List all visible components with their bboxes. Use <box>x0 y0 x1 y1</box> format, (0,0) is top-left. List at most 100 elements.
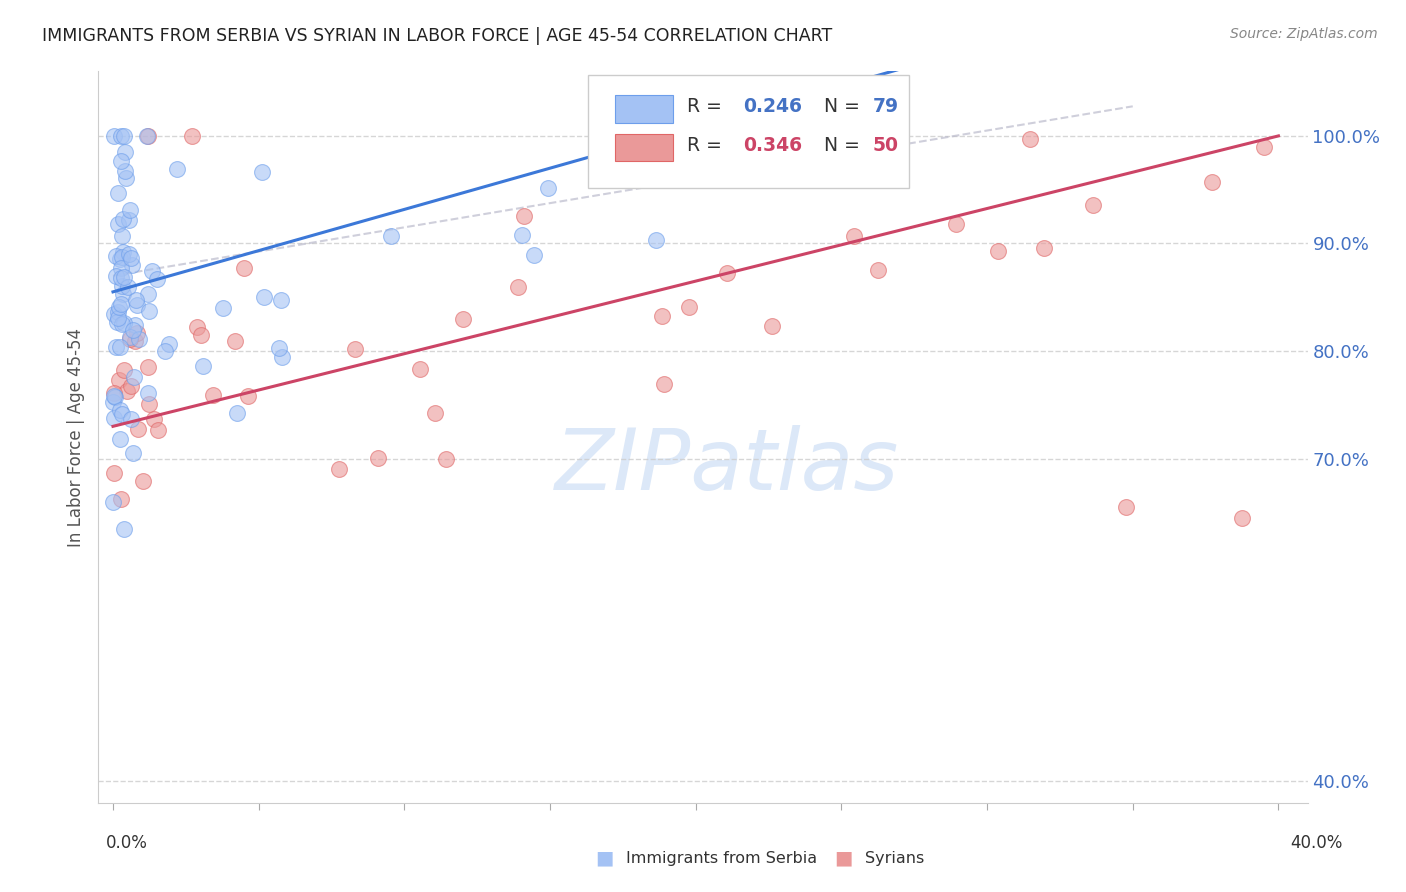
Point <box>112 362 135 376</box>
FancyBboxPatch shape <box>588 75 908 188</box>
Point <box>678 300 700 314</box>
Text: R =: R = <box>688 97 728 116</box>
Point <box>117 247 139 261</box>
Point <box>180 128 202 143</box>
Point <box>107 217 129 231</box>
Bar <box>614 134 673 161</box>
Point <box>1201 175 1223 189</box>
Point <box>108 403 131 417</box>
Point <box>513 209 536 223</box>
Point <box>112 316 135 330</box>
Point <box>138 303 160 318</box>
Text: ZIPatlas: ZIPatlas <box>555 425 900 508</box>
Point <box>101 494 124 508</box>
Point <box>110 153 132 168</box>
Point <box>125 293 148 307</box>
Point <box>537 181 560 195</box>
Point <box>107 186 129 200</box>
Point <box>118 213 141 227</box>
Point <box>142 412 165 426</box>
Text: 0.346: 0.346 <box>742 136 801 154</box>
Text: R =: R = <box>688 136 728 154</box>
Point <box>270 293 292 307</box>
Point <box>124 370 146 384</box>
Point <box>716 266 738 280</box>
Point <box>226 406 249 420</box>
Point <box>127 422 149 436</box>
Bar <box>614 95 673 122</box>
Point <box>141 264 163 278</box>
Point <box>120 202 142 217</box>
Point <box>1081 198 1104 212</box>
Point <box>107 311 129 326</box>
Point <box>838 128 860 143</box>
Point <box>233 260 256 275</box>
Point <box>136 128 159 143</box>
Point <box>124 318 146 333</box>
Point <box>380 229 402 244</box>
Text: Syrians: Syrians <box>865 851 924 865</box>
Point <box>136 385 159 400</box>
Point <box>110 297 132 311</box>
Point <box>120 332 142 346</box>
Point <box>1032 241 1054 255</box>
Text: 0.246: 0.246 <box>742 97 801 116</box>
Point <box>409 362 432 376</box>
Point <box>945 217 967 231</box>
Point <box>267 341 290 355</box>
Point <box>103 385 125 400</box>
Point <box>155 344 177 359</box>
Point <box>1019 132 1042 146</box>
Text: ■: ■ <box>595 848 614 868</box>
Text: Immigrants from Serbia: Immigrants from Serbia <box>626 851 817 865</box>
Point <box>652 376 675 391</box>
Point <box>112 128 135 143</box>
Point <box>128 331 150 345</box>
Point <box>111 278 134 293</box>
Point <box>122 446 145 460</box>
Point <box>108 301 131 315</box>
Point <box>110 128 132 143</box>
Point <box>868 262 890 277</box>
Point <box>108 432 131 446</box>
Point <box>117 279 139 293</box>
Point <box>125 326 148 340</box>
Point <box>193 359 215 374</box>
Point <box>103 307 125 321</box>
Point <box>136 287 159 301</box>
Point <box>105 340 128 354</box>
Point <box>112 245 135 260</box>
Point <box>121 323 143 337</box>
Point <box>202 387 225 401</box>
Point <box>103 389 125 403</box>
Point <box>328 462 350 476</box>
Point <box>825 136 848 151</box>
Point <box>1115 500 1137 514</box>
Point <box>190 327 212 342</box>
Point <box>103 128 125 143</box>
Point <box>644 233 666 247</box>
Point <box>121 258 143 272</box>
Point <box>108 252 131 267</box>
Text: Source: ZipAtlas.com: Source: ZipAtlas.com <box>1230 27 1378 41</box>
Point <box>104 390 127 404</box>
Point <box>112 269 135 284</box>
Point <box>761 319 783 334</box>
Text: 0.0%: 0.0% <box>105 834 148 852</box>
Point <box>987 244 1010 258</box>
Point <box>110 260 132 275</box>
Point <box>367 451 389 466</box>
Point <box>108 340 131 354</box>
Point <box>506 280 529 294</box>
Point <box>114 163 136 178</box>
Point <box>120 379 142 393</box>
Point <box>1230 510 1253 524</box>
Point <box>186 319 208 334</box>
Point <box>252 290 274 304</box>
Point <box>124 334 146 349</box>
Point <box>103 466 125 480</box>
Point <box>138 396 160 410</box>
Text: 40.0%: 40.0% <box>1291 834 1343 852</box>
Point <box>1253 139 1275 153</box>
Point <box>145 272 167 286</box>
